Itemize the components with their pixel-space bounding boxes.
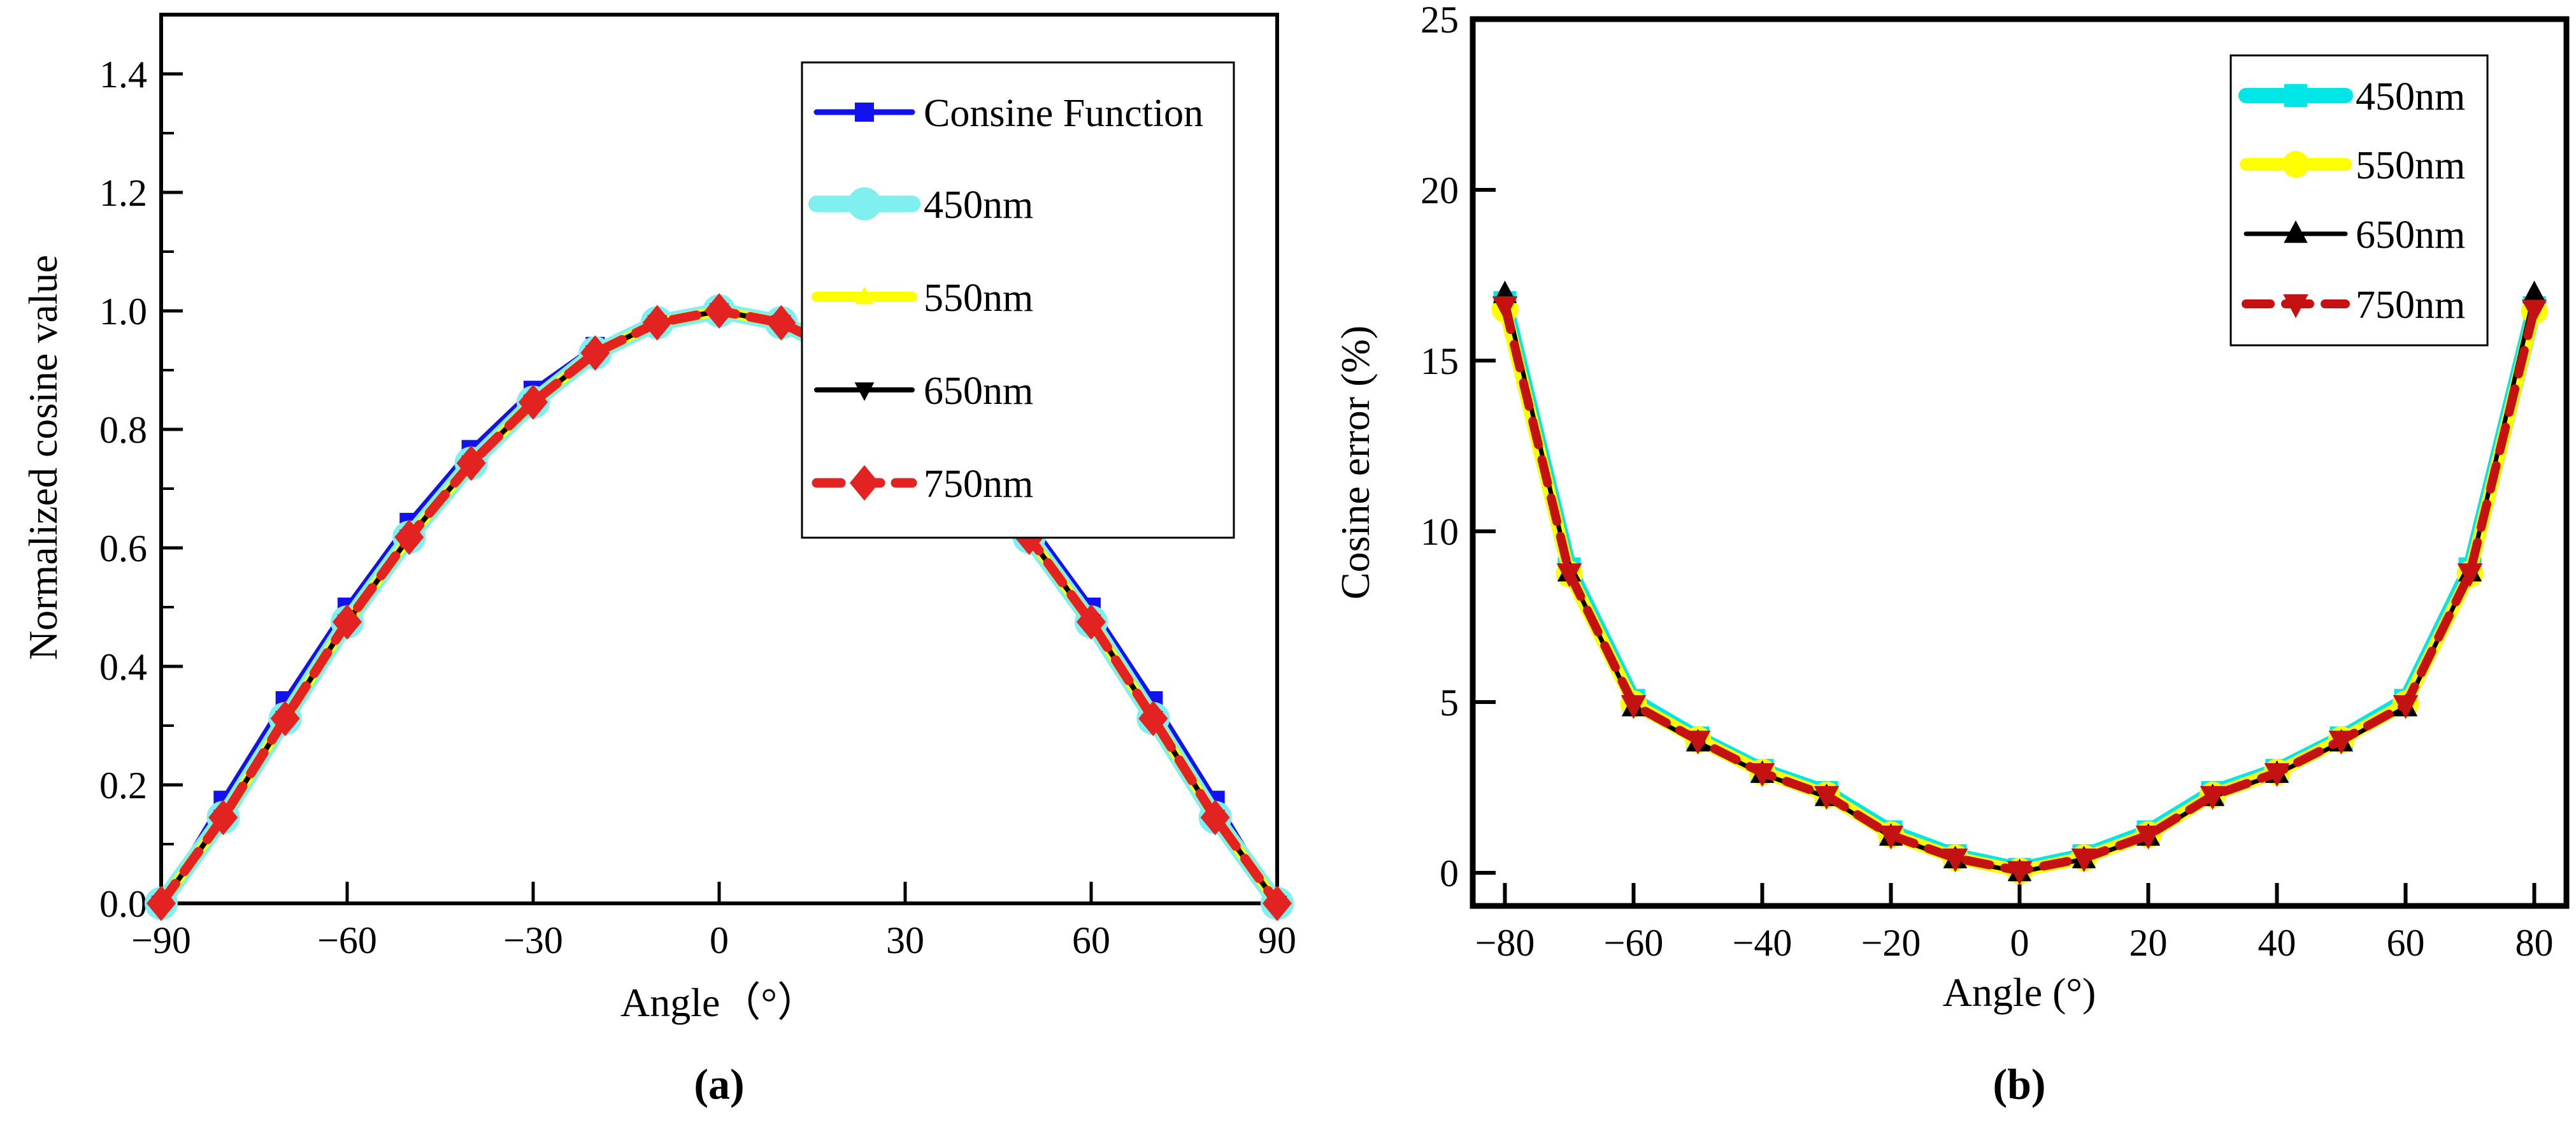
panel-b-legend-label: 650nm [2356, 213, 2465, 257]
panel-a-x-tick-label: −30 [503, 919, 563, 961]
panel-a-x-tick-label: −90 [131, 919, 191, 961]
panel-b-x-tick-label: 60 [2387, 922, 2425, 964]
panel-a-x-tick-label: 30 [886, 919, 924, 961]
panel-b-series-line-450nm [1497, 294, 2542, 877]
panel-b-y-axis-title: Cosine error (%) [1333, 325, 1378, 600]
panel-b-x-tick-label: −20 [1861, 922, 1921, 964]
panel-b-marker-750nm [1492, 296, 1518, 320]
panel-b-x-tick-label: 20 [2129, 922, 2168, 964]
panel-b-x-axis-title: Angle (°) [1942, 970, 2096, 1015]
panel-a-legend-label: 450nm [924, 183, 1033, 227]
panel-b-legend-sample-marker [2284, 84, 2307, 107]
panel-a-y-tick-label: 1.4 [99, 54, 147, 96]
panel-a-y-tick-label: 0.0 [99, 883, 147, 925]
panel-b-y-tick-label: 5 [1440, 682, 1459, 724]
panel-b-x-tick-label: −40 [1733, 922, 1792, 964]
panel-a-marker-750nm [766, 305, 796, 341]
panel-b-x-tick-label: −60 [1604, 922, 1664, 964]
panel-b-marker-750nm [2200, 786, 2226, 810]
panel-a-legend-sample-marker [849, 465, 880, 501]
panel-a-marker-750nm [580, 335, 610, 371]
panel-b-caption: (b) [1993, 1059, 2046, 1109]
panel-b-marker-750nm [1814, 786, 1840, 810]
panel-a-x-axis-title: Angle（°） [620, 980, 818, 1025]
panel-a-legend-label: 750nm [924, 463, 1033, 506]
panel-b-legend-box [2229, 54, 2489, 347]
panel-b-y-tick-label: 15 [1420, 340, 1459, 382]
panel-b-y-tick-label: 0 [1440, 852, 1459, 894]
panel-a-marker-750nm [270, 701, 300, 736]
panel-a-marker-750nm [1200, 800, 1230, 835]
panel-b-series-line-550nm [1498, 303, 2541, 878]
panel-b-marker-750nm [1556, 563, 1582, 587]
panel-b-x-tick-label: 80 [2515, 922, 2554, 964]
panel-a-y-tick-label: 1.0 [99, 291, 147, 333]
panel-b-x-tick-label: 40 [2258, 922, 2296, 964]
panel-b-legend-label: 750nm [2356, 284, 2465, 327]
panel-a-marker-750nm [704, 293, 734, 329]
panel-b-marker-750nm [1685, 730, 1711, 755]
panel-b-legend-label: 550nm [2356, 144, 2465, 187]
panel-b-marker-750nm [1878, 825, 1904, 850]
panel-a-legend-sample-marker [848, 187, 881, 220]
panel-a-y-tick-label: 0.2 [99, 764, 147, 807]
panel-b-marker-750nm [2457, 563, 2483, 587]
panel-a-marker-750nm [518, 384, 548, 420]
panel-b-marker-750nm [2521, 299, 2547, 324]
panel-b-marker-750nm [1749, 763, 1775, 787]
panel-a-legend-sample-marker [855, 286, 874, 304]
panel-b-legend-sample-marker [2284, 220, 2308, 243]
panel-a-caption: (a) [694, 1059, 745, 1109]
panel-b-series-line-650nm [1503, 291, 2537, 875]
panel-a-x-tick-label: 0 [710, 919, 729, 961]
panel-a-legend-label: Consine Function [924, 92, 1203, 135]
panel-a-legend-sample-marker [854, 382, 875, 401]
panel-b-marker-750nm [2071, 848, 2097, 873]
panel-a-marker-750nm [208, 800, 238, 835]
panel-a-y-tick-label: 0.8 [99, 409, 147, 451]
panel-b-marker-750nm [2264, 763, 2290, 787]
panel-b-series-line-750nm [1500, 301, 2539, 875]
panel-a-x-tick-label: −60 [317, 919, 377, 961]
panel-b-y-tick-label: 20 [1420, 169, 1459, 212]
panel-a-marker-750nm [146, 886, 176, 921]
panel-a-marker-750nm [1076, 604, 1106, 640]
panel-b-y-tick-label: 10 [1420, 511, 1459, 553]
panel-b-marker-750nm [2135, 825, 2161, 850]
panel-b-marker-750nm [2393, 695, 2419, 719]
panel-a-legend-label: 550nm [924, 276, 1033, 320]
panel-a-marker-750nm [1138, 701, 1168, 736]
panel-a-marker-750nm [456, 445, 486, 481]
panel-b-legend-label: 450nm [2356, 75, 2465, 118]
panel-a-x-tick-label: 90 [1258, 919, 1296, 961]
panel-a-marker-750nm [332, 604, 362, 640]
panel-a-y-tick-label: 1.2 [99, 172, 147, 214]
panel-a-legend-label: 650nm [924, 370, 1033, 413]
panel-a-legend-sample-marker [855, 103, 874, 122]
panel-b-marker-750nm [2007, 861, 2033, 886]
panel-b-marker-650nm [2522, 280, 2547, 303]
panel-b-marker-750nm [2328, 730, 2354, 755]
panel-b-marker-750nm [1621, 695, 1647, 719]
panel-a-y-axis-title: Normalized cosine value [20, 254, 66, 661]
panel-b-legend-sample-marker [2282, 151, 2309, 178]
panel-a-marker-750nm [394, 519, 424, 556]
panel-a-y-tick-label: 0.4 [99, 646, 147, 688]
panel-a-marker-750nm [1262, 886, 1292, 921]
panel-b-x-tick-label: −80 [1475, 922, 1535, 964]
panel-b-x-tick-label: 0 [2010, 922, 2029, 964]
panel-a-marker-750nm [642, 305, 672, 341]
panel-b-y-tick-label: 25 [1420, 0, 1459, 41]
panel-a-x-tick-label: 60 [1072, 919, 1110, 961]
panel-a-y-tick-label: 0.6 [99, 528, 147, 570]
panel-b-legend-sample-marker [2283, 294, 2308, 319]
panel-b-marker-750nm [1942, 848, 1968, 873]
